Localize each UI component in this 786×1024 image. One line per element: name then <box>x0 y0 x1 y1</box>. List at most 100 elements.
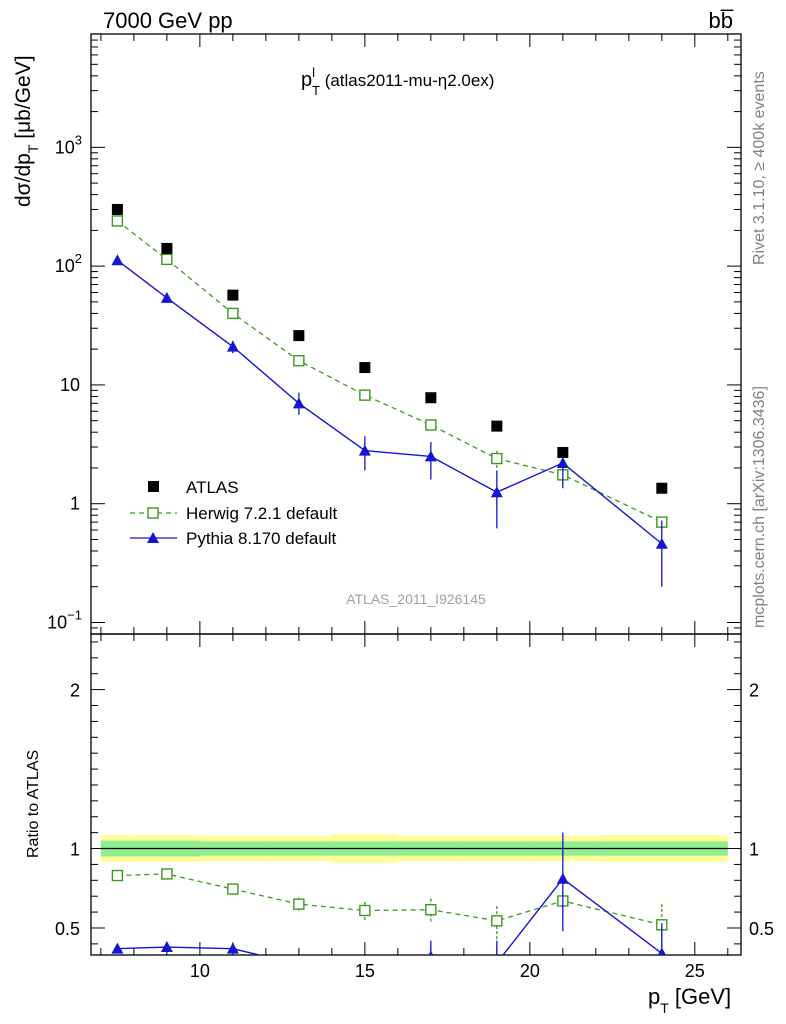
ratio-y-tick-label-right: 2 <box>749 681 759 701</box>
atlas-point <box>425 392 437 404</box>
herwig-point <box>425 419 437 431</box>
pythia-point <box>490 486 503 498</box>
ratio-frame <box>90 633 742 956</box>
legend-label-pythia: Pythia 8.170 default <box>186 529 337 548</box>
herwig-ratio-point <box>227 883 239 895</box>
plot-title-rest: (atlas2011-mu-η2.0ex) <box>320 71 495 90</box>
plot-title-base: p <box>301 69 312 91</box>
ratio-y-tick-label: 2 <box>70 681 80 701</box>
atlas-point <box>557 446 569 458</box>
legend-marker-pythia <box>147 532 159 543</box>
series-atlas-main <box>111 203 668 494</box>
main-y-tick-label-exp: −1 <box>67 607 82 622</box>
x-tick-label: 25 <box>685 961 705 981</box>
pythia-ratio-point <box>428 950 434 955</box>
x-tick-label: 15 <box>355 961 375 981</box>
atlas-point <box>111 203 123 215</box>
y-axis-label-main-text: dσ/dp <box>12 153 35 207</box>
herwig-point <box>111 215 124 227</box>
ratio-y-tick-label: 1 <box>70 840 80 860</box>
x-axis-label: pT [GeV] <box>648 984 731 1016</box>
analysis-label: ATLAS_2011_I926145 <box>346 591 486 607</box>
plot-title: pl T (atlas2011-mu-η2.0ex) <box>301 65 494 98</box>
atlas-point <box>227 289 239 301</box>
legend-marker-atlas <box>148 481 159 492</box>
herwig-point <box>161 253 173 266</box>
series-pythia-ratio <box>111 832 666 968</box>
plot-title-sup: l <box>312 65 315 80</box>
main-y-tick-label: 1 <box>70 494 80 514</box>
pythia-point <box>226 340 239 352</box>
main-y-tick-label-base: 10 <box>60 375 80 395</box>
x-tick-label: 20 <box>520 961 540 981</box>
x-axis-label-text: p <box>648 984 660 1009</box>
atlas-point <box>656 482 668 494</box>
ratio-band <box>100 834 728 863</box>
main-y-tick-label-exp: 3 <box>75 132 82 147</box>
main-y-tick-label-base: 10 <box>47 612 67 632</box>
side-text-mcplots: mcplots.cern.ch [arXiv:1306.3436] <box>751 386 768 628</box>
herwig-ratio-line <box>117 873 662 926</box>
main-y-tick-label-base: 10 <box>55 137 75 157</box>
main-y-tick-label-exp: 2 <box>75 251 82 266</box>
legend: ATLAS Herwig 7.2.1 default Pythia 8.170 … <box>130 478 337 548</box>
pythia-ratio-point <box>556 872 569 884</box>
main-y-tick-label-base: 1 <box>70 494 80 514</box>
pythia-point <box>358 444 371 456</box>
ratio-y-tick-label: 0.5 <box>55 919 80 939</box>
atlas-point <box>161 242 173 254</box>
herwig-ratio-point <box>359 904 371 917</box>
x-tick-label: 10 <box>190 961 210 981</box>
herwig-ratio-point <box>293 898 305 910</box>
legend-marker-herwig <box>147 507 159 519</box>
main-y-tick-label: 10−1 <box>47 607 82 632</box>
atlas-point <box>491 420 503 432</box>
pythia-ratio-point <box>160 941 173 953</box>
atlas-point <box>359 362 371 374</box>
pythia-ratio-point <box>657 947 666 955</box>
pythia-point <box>292 397 305 409</box>
main-y-tick-label: 103 <box>55 132 82 157</box>
pythia-point <box>556 457 569 469</box>
herwig-point <box>227 307 239 320</box>
main-y-tick-label-base: 10 <box>55 256 75 276</box>
pythia-point <box>424 450 437 462</box>
pythia-ratio-point <box>491 957 503 968</box>
herwig-ratio-point <box>111 869 124 882</box>
herwig-ratio-point <box>491 915 503 927</box>
main-y-tick-label: 10 <box>60 375 80 395</box>
herwig-point <box>293 354 305 367</box>
herwig-point <box>359 389 371 401</box>
ratio-y-tick-label-right: 0.5 <box>749 919 774 939</box>
x-axis-label-sub: T <box>660 1000 669 1016</box>
series-pythia-main <box>111 254 668 587</box>
pythia-ratio-point <box>111 942 124 954</box>
ratio-y-tick-label-right: 1 <box>749 840 759 860</box>
legend-label-herwig: Herwig 7.2.1 default <box>186 504 337 523</box>
atlas-point <box>293 330 305 342</box>
header-left: 7000 GeV pp <box>103 8 233 33</box>
herwig-ratio-point <box>425 904 437 916</box>
pythia-point <box>160 291 173 303</box>
pythia-point <box>655 537 668 549</box>
y-axis-label-ratio: Ratio to ATLAS <box>25 750 42 858</box>
herwig-ratio-point <box>161 868 173 880</box>
header-right: bb̅ <box>709 8 734 33</box>
main-y-tick-label: 102 <box>55 251 82 276</box>
y-axis-label-main-units: [μb/GeV] <box>12 55 35 144</box>
y-axis-label-main: dσ/dpT [μb/GeV] <box>12 55 41 207</box>
pythia-ratio-point <box>226 942 239 954</box>
plot-title-sub: T <box>312 83 320 98</box>
herwig-point <box>491 452 503 465</box>
y-axis-label-main-sub: T <box>25 144 41 153</box>
pythia-line <box>116 259 663 545</box>
series-herwig-ratio <box>111 868 668 948</box>
pythia-ratio-line <box>117 877 663 955</box>
pythia-point <box>111 254 124 266</box>
x-axis-label-units: [GeV] <box>669 984 731 1009</box>
side-text-rivet: Rivet 3.1.10, ≥ 400k events <box>751 71 768 265</box>
ratio-panel: 10 15 20 25 0.5 0.5 1 1 2 2 <box>55 633 774 981</box>
legend-label-atlas: ATLAS <box>186 478 239 497</box>
